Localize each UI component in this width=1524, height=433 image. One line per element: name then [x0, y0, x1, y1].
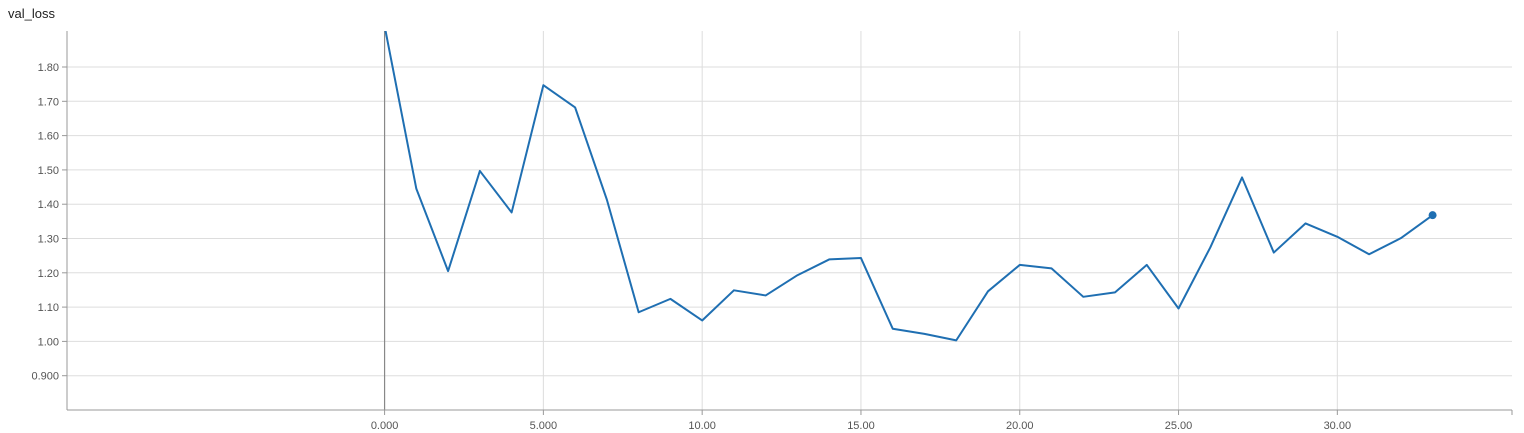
y-tick-label: 1.50 — [38, 165, 59, 177]
y-tick-label: 1.70 — [38, 96, 59, 108]
grid-layer — [67, 31, 1512, 410]
x-tick-label: 20.00 — [1006, 420, 1034, 432]
last-point-marker — [1428, 211, 1437, 220]
x-tick-label: 10.00 — [688, 420, 716, 432]
chart-title: val_loss — [8, 6, 55, 21]
x-tick-label: 30.00 — [1324, 420, 1352, 432]
label-layer: 0.900 1.00 1.10 1.20 1.30 1.40 1.50 1.60 1.70 1.8… — [31, 62, 1351, 432]
y-tick-label: 0.900 — [31, 371, 59, 383]
y-tick-label: 1.60 — [38, 131, 59, 143]
series-layer — [384, 31, 1434, 342]
axis-layer — [62, 31, 1513, 415]
y-tick-label: 1.80 — [38, 62, 59, 74]
y-tick-label: 1.10 — [38, 302, 59, 314]
val-loss-line — [384, 31, 1434, 342]
y-tick-label: 1.20 — [38, 268, 59, 280]
x-tick-label: 15.00 — [847, 420, 875, 432]
x-tick-label: 5.000 — [530, 420, 558, 432]
x-tick-label: 0.000 — [371, 420, 399, 432]
y-tick-label: 1.00 — [38, 336, 59, 348]
y-tick-label: 1.40 — [38, 199, 59, 211]
x-tick-label: 25.00 — [1165, 420, 1193, 432]
y-tick-label: 1.30 — [38, 234, 59, 246]
marker-layer — [1428, 211, 1437, 220]
